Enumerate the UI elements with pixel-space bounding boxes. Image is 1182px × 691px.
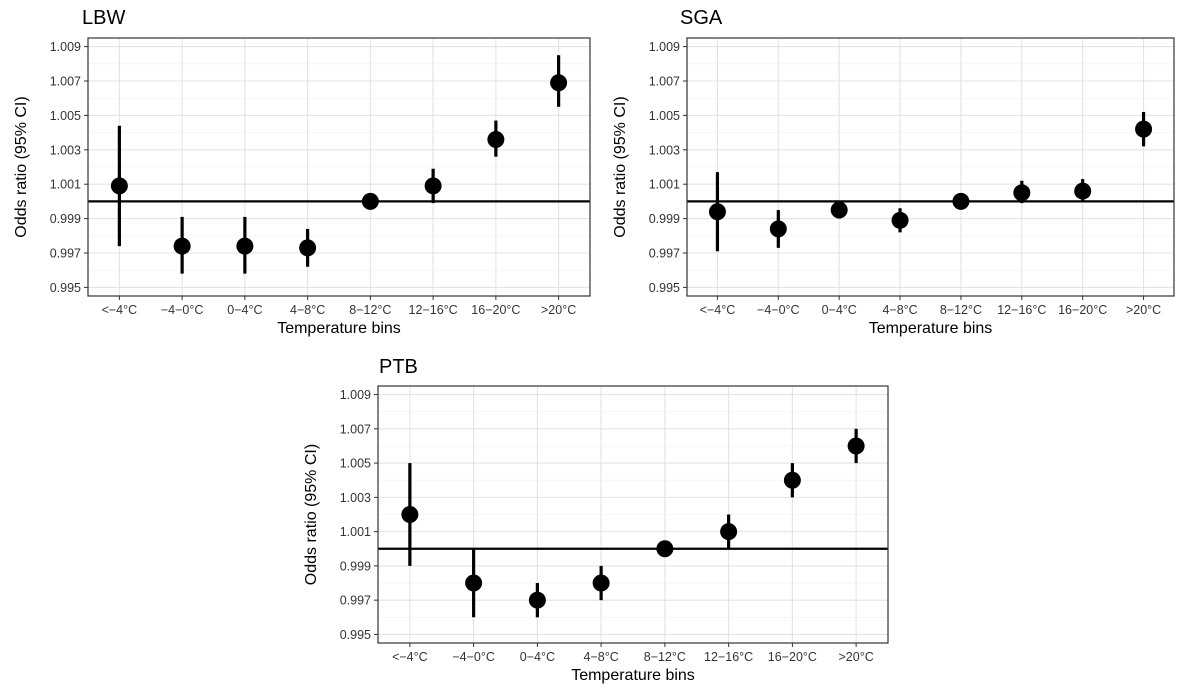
y-tick-label: 1.005 bbox=[50, 109, 81, 123]
y-tick-label: 1.003 bbox=[50, 143, 81, 157]
point-0 bbox=[401, 506, 418, 523]
point-3 bbox=[299, 239, 316, 256]
x-tick-label: 8−12°C bbox=[644, 650, 686, 664]
point-4 bbox=[952, 193, 969, 210]
y-tick-label: 0.999 bbox=[340, 559, 371, 573]
x-tick-label: 16−20°C bbox=[1058, 303, 1107, 317]
point-3 bbox=[593, 575, 610, 592]
x-axis-title: Temperature bins bbox=[277, 320, 401, 337]
y-tick-label: 1.003 bbox=[340, 491, 371, 505]
y-tick-label: 1.009 bbox=[50, 40, 81, 54]
x-tick-label: 12−16°C bbox=[704, 650, 753, 664]
x-tick-label: −4−0°C bbox=[161, 303, 204, 317]
y-axis-title: Odds ratio (95% CI) bbox=[13, 96, 30, 237]
y-tick-label: 1.007 bbox=[649, 75, 680, 89]
x-tick-label: 12−16°C bbox=[409, 303, 458, 317]
point-6 bbox=[487, 131, 504, 148]
x-tick-label: <−4°C bbox=[392, 650, 428, 664]
point-4 bbox=[362, 193, 379, 210]
x-tick-label: 4−8°C bbox=[882, 303, 917, 317]
y-tick-label: 0.995 bbox=[50, 281, 81, 295]
point-4 bbox=[656, 540, 673, 557]
y-tick-label: 0.997 bbox=[50, 247, 81, 261]
point-7 bbox=[550, 74, 567, 91]
x-tick-label: 16−20°C bbox=[471, 303, 520, 317]
point-5 bbox=[720, 523, 737, 540]
point-2 bbox=[831, 202, 848, 219]
point-3 bbox=[892, 212, 909, 229]
point-7 bbox=[1135, 121, 1152, 138]
y-axis-title: Odds ratio (95% CI) bbox=[612, 96, 629, 237]
point-1 bbox=[174, 238, 191, 255]
y-tick-label: 1.005 bbox=[340, 457, 371, 471]
panel-1: 0.995 0.997 0.999 1.001 1.003 1.005 1.007 1.009… bbox=[612, 7, 1174, 337]
x-tick-label: 8−12°C bbox=[940, 303, 982, 317]
x-tick-label: >20°C bbox=[541, 303, 576, 317]
x-tick-label: >20°C bbox=[1126, 303, 1161, 317]
point-6 bbox=[784, 472, 801, 489]
panel-title: LBW bbox=[82, 7, 125, 29]
x-tick-label: >20°C bbox=[839, 650, 874, 664]
point-1 bbox=[465, 575, 482, 592]
x-tick-label: 12−16°C bbox=[997, 303, 1046, 317]
x-tick-label: 16−20°C bbox=[768, 650, 817, 664]
x-tick-label: 4−8°C bbox=[584, 650, 619, 664]
y-tick-label: 1.009 bbox=[340, 388, 371, 402]
y-tick-label: 1.001 bbox=[340, 525, 371, 539]
y-tick-label: 1.001 bbox=[649, 178, 680, 192]
y-tick-label: 0.999 bbox=[649, 212, 680, 226]
point-7 bbox=[848, 437, 865, 454]
y-tick-label: 1.005 bbox=[649, 109, 680, 123]
panel-2: 0.995 0.997 0.999 1.001 1.003 1.005 1.007 1.009… bbox=[303, 356, 888, 684]
point-2 bbox=[529, 592, 546, 609]
point-5 bbox=[425, 177, 442, 194]
y-tick-label: 1.007 bbox=[50, 75, 81, 89]
y-tick-label: 0.995 bbox=[649, 281, 680, 295]
point-0 bbox=[111, 177, 128, 194]
panel-title: SGA bbox=[680, 7, 723, 29]
y-tick-label: 1.007 bbox=[340, 422, 371, 436]
panel-title: PTB bbox=[379, 356, 418, 378]
point-6 bbox=[1074, 183, 1091, 200]
point-0 bbox=[709, 203, 726, 220]
x-tick-label: 0−4°C bbox=[822, 303, 857, 317]
y-tick-label: 1.001 bbox=[50, 178, 81, 192]
y-tick-label: 1.009 bbox=[649, 40, 680, 54]
y-tick-label: 0.997 bbox=[340, 594, 371, 608]
y-axis-title: Odds ratio (95% CI) bbox=[303, 444, 320, 585]
x-tick-label: 0−4°C bbox=[227, 303, 262, 317]
x-tick-label: −4−0°C bbox=[452, 650, 495, 664]
x-tick-label: −4−0°C bbox=[757, 303, 800, 317]
y-tick-label: 1.003 bbox=[649, 143, 680, 157]
x-tick-label: <−4°C bbox=[102, 303, 138, 317]
panel-0: 0.995 0.997 0.999 1.001 1.003 1.005 1.007 1.009… bbox=[13, 7, 590, 337]
point-1 bbox=[770, 220, 787, 237]
x-axis-title: Temperature bins bbox=[571, 667, 695, 684]
x-tick-label: 4−8°C bbox=[290, 303, 325, 317]
x-tick-label: <−4°C bbox=[700, 303, 736, 317]
x-axis-title: Temperature bins bbox=[869, 320, 993, 337]
x-tick-label: 8−12°C bbox=[349, 303, 391, 317]
y-tick-label: 0.999 bbox=[50, 212, 81, 226]
y-tick-label: 0.997 bbox=[649, 247, 680, 261]
point-2 bbox=[236, 238, 253, 255]
x-tick-label: 0−4°C bbox=[520, 650, 555, 664]
point-5 bbox=[1013, 184, 1030, 201]
y-tick-label: 0.995 bbox=[340, 628, 371, 642]
